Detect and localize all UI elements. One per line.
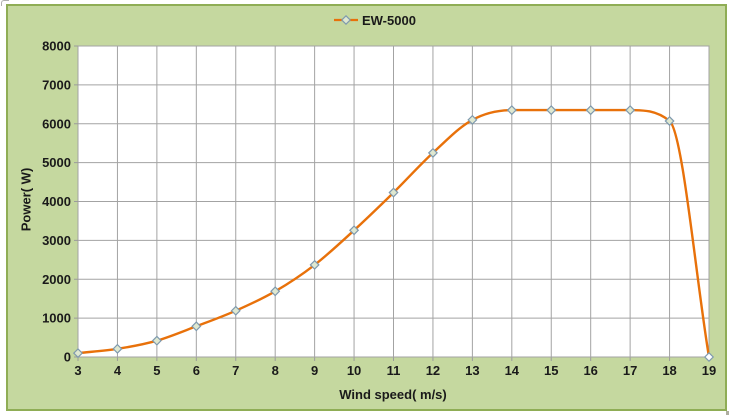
x-axis-tick-label: 6 (193, 363, 200, 378)
y-axis-tick-label: 0 (64, 350, 71, 365)
y-axis-title: Power( W) (18, 167, 34, 232)
x-axis-tick-label: 16 (583, 363, 597, 378)
x-axis-tick-label: 17 (623, 363, 637, 378)
y-axis-tick-label: 8000 (42, 39, 71, 54)
data-point-marker (72, 348, 84, 359)
x-axis-tick-label: 9 (311, 363, 318, 378)
data-point-marker (270, 286, 281, 297)
data-point-marker (112, 343, 123, 354)
x-axis-tick-label: 19 (702, 363, 716, 378)
data-point-marker (625, 105, 636, 116)
y-axis-tick-label: 1000 (42, 311, 71, 326)
x-axis-tick-label: 13 (465, 363, 479, 378)
x-axis-tick-label: 5 (153, 363, 160, 378)
data-point-marker (703, 351, 715, 363)
x-axis-tick-label: 8 (272, 363, 279, 378)
x-axis-tick-label: 12 (426, 363, 440, 378)
x-axis-tick-label: 14 (505, 363, 520, 378)
chart-plot-canvas: 3 4 5 6 7 8 9 10 11 12 13 14 15 16 17 18 19 0 1000 2000 3000… (42, 39, 716, 379)
y-axis-tick-label: 3000 (42, 233, 71, 248)
corner-artifact (726, 411, 729, 415)
data-point-marker (349, 225, 360, 236)
data-point-marker (191, 321, 202, 332)
chart-legend[interactable]: EW-5000 (333, 10, 416, 30)
x-axis-tick-label: 7 (232, 363, 239, 378)
data-point-marker (585, 105, 596, 116)
y-axis-tick-label: 2000 (42, 272, 71, 287)
power-curve-chart[interactable]: 3 4 5 6 7 8 9 10 11 12 13 14 15 16 17 18 19 0 1000 2000 3000… (6, 4, 727, 411)
data-point-marker (506, 105, 517, 116)
y-axis-tick-label: 6000 (42, 116, 71, 131)
x-axis-tick-label: 11 (387, 363, 401, 378)
x-axis-tick-label: 15 (544, 363, 558, 378)
x-axis-tick-label: 4 (114, 363, 122, 378)
data-point-marker (467, 114, 478, 125)
x-axis-tick-label: 18 (662, 363, 676, 378)
data-point-marker (427, 147, 438, 158)
data-point-marker (151, 335, 162, 346)
legend-series-marker-icon (334, 14, 358, 26)
data-point-marker (664, 115, 675, 127)
y-axis-tick-label: 5000 (42, 155, 71, 170)
x-axis-tick-label: 3 (74, 363, 81, 378)
legend-series-label: EW-5000 (362, 12, 416, 28)
data-point-marker (388, 187, 399, 198)
x-axis-title: Wind speed( m/s) (339, 387, 447, 402)
data-point-marker (230, 305, 241, 316)
corner-artifact (1, 0, 9, 6)
data-point-marker (309, 259, 320, 270)
data-point-marker (546, 105, 557, 116)
y-axis-tick-label: 7000 (42, 77, 71, 92)
y-axis-tick-label: 4000 (42, 194, 71, 209)
x-axis-tick-label: 10 (347, 363, 361, 378)
